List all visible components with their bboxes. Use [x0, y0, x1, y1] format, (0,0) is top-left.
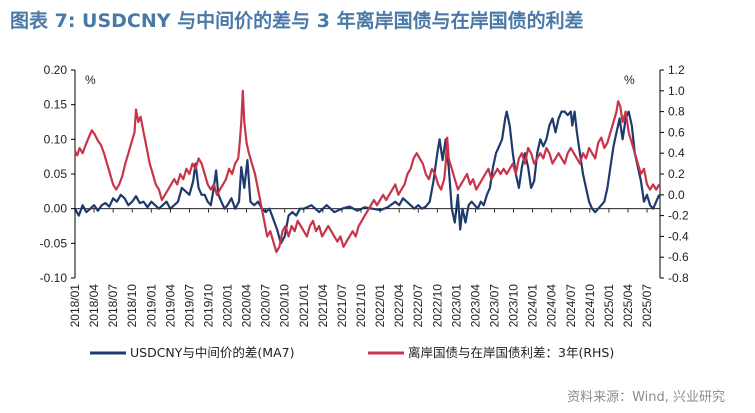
x-tick-label: 2025/01 [602, 284, 616, 328]
left-tick-label: 0.20 [44, 63, 68, 77]
x-tick-label: 2020/04 [240, 284, 254, 328]
right-tick-label: -0.6 [668, 250, 689, 264]
x-tick-label: 2020/01 [221, 284, 235, 328]
x-tick-label: 2022/04 [392, 284, 406, 328]
right-tick-label: -0.2 [668, 209, 689, 223]
right-tick-label: 0.4 [668, 146, 685, 160]
left-tick-label: 0.05 [44, 167, 68, 181]
legend-spread-label: 离岸国债与在岸国债利差：3年(RHS) [408, 345, 614, 360]
x-tick-label: 2022/10 [430, 284, 444, 328]
left-tick-label: -0.05 [40, 236, 68, 250]
right-tick-label: 0.6 [668, 125, 685, 139]
left-tick-label: 0.15 [44, 98, 68, 112]
x-tick-label: 2025/07 [640, 284, 654, 328]
x-tick-label: 2025/04 [621, 284, 635, 328]
x-tick-label: 2022/07 [411, 284, 425, 328]
x-tick-label: 2021/07 [335, 284, 349, 328]
x-tick-label: 2024/04 [545, 284, 559, 328]
x-tick-label: 2019/10 [201, 284, 215, 328]
left-axis-unit: % [85, 73, 96, 87]
chart-title: 图表 7: USDCNY 与中间价的差与 3 年离岸国债与在岸国债的利差 [10, 10, 584, 32]
right-tick-label: 1.2 [668, 63, 685, 77]
x-tick-label: 2023/07 [487, 284, 501, 328]
x-tick-label: 2023/10 [507, 284, 521, 328]
series-usdcny-line [74, 110, 661, 245]
x-tick-label: 2023/04 [468, 284, 482, 328]
x-tick-label: 2020/10 [278, 284, 292, 328]
x-tick-label: 2018/01 [68, 284, 82, 328]
x-tick-label: 2020/07 [259, 284, 273, 328]
right-axis-unit: % [624, 73, 635, 87]
x-tick-label: 2019/04 [163, 284, 177, 328]
x-tick-label: 2024/10 [583, 284, 597, 328]
x-tick-label: 2019/01 [144, 284, 158, 328]
x-tick-label: 2024/07 [564, 284, 578, 328]
x-tick-label: 2023/01 [449, 284, 463, 328]
x-tick-label: 2018/07 [106, 284, 120, 328]
x-tick-label: 2021/10 [354, 284, 368, 328]
left-tick-label: 0.10 [44, 132, 68, 146]
right-tick-label: 0.8 [668, 105, 685, 119]
right-tick-label: 0.0 [668, 188, 685, 202]
legend-usdcny-label: USDCNY与中间价的差(MA7) [130, 345, 294, 360]
x-tick-label: 2021/04 [316, 284, 330, 328]
x-tick-label: 2024/01 [526, 284, 540, 328]
right-tick-label: -0.4 [668, 229, 689, 243]
source-note: 资料来源：Wind, 兴业研究 [567, 390, 725, 405]
right-tick-label: 1.0 [668, 84, 685, 98]
left-tick-label: 0.00 [44, 202, 68, 216]
x-tick-label: 2018/04 [87, 284, 101, 328]
left-tick-label: -0.10 [40, 271, 68, 285]
x-tick-label: 2019/07 [182, 284, 196, 328]
x-tick-label: 2022/01 [373, 284, 387, 328]
x-tick-label: 2018/10 [125, 284, 139, 328]
right-tick-label: -0.8 [668, 271, 689, 285]
series-spread-line [74, 89, 661, 254]
x-tick-label: 2021/01 [297, 284, 311, 328]
right-tick-label: 0.2 [668, 167, 685, 181]
